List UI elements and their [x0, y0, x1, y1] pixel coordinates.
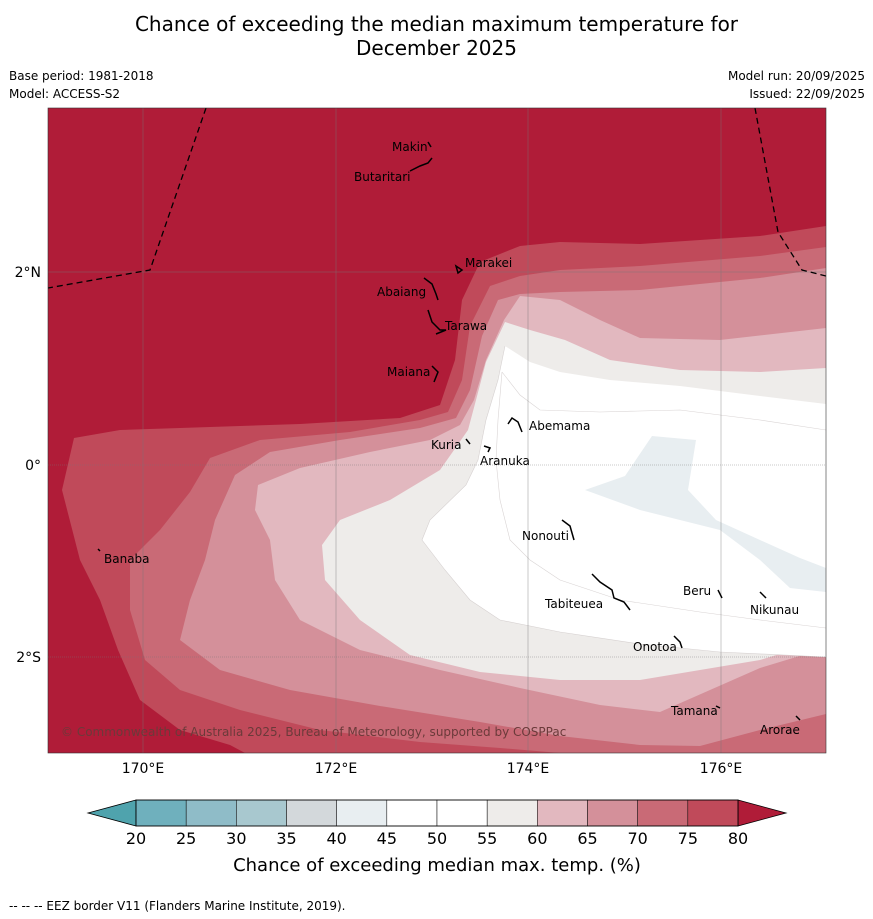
lat-tick-2n: 2°N	[15, 265, 41, 281]
place-onotoa: Onotoa	[633, 640, 677, 654]
island-tarawa	[427, 309, 447, 335]
colorbar-segment	[537, 799, 588, 827]
colorbar-segment	[486, 799, 538, 827]
island-banaba	[97, 548, 101, 552]
place-nikunau: Nikunau	[750, 603, 799, 617]
place-maiana: Maiana	[387, 365, 430, 379]
colorbar-segment	[637, 799, 689, 827]
colorbar-tick-label: 65	[577, 829, 597, 848]
island-abemama	[507, 416, 523, 433]
colorbar-segment	[436, 799, 488, 827]
colorbar-segment	[286, 799, 337, 827]
island-makin	[427, 141, 432, 148]
island-aranuka	[483, 445, 492, 453]
colorbar-under-arrow	[86, 799, 137, 827]
map-title: Chance of exceeding the median maximum t…	[0, 12, 873, 60]
island-onotoa	[673, 635, 683, 649]
lon-tick-174e: 174°E	[507, 761, 550, 777]
island-butaritari	[409, 157, 433, 172]
band-40-45	[585, 436, 826, 592]
colorbar-segment	[587, 799, 638, 827]
island-beru	[717, 589, 723, 599]
island-nonouti	[561, 519, 575, 541]
base-period: Base period: 1981-2018	[9, 69, 154, 83]
colorbar-tick-label: 50	[427, 829, 447, 848]
lat-tick-0: 0°	[25, 458, 41, 474]
island-tamana	[715, 705, 721, 709]
place-nonouti: Nonouti	[522, 529, 569, 543]
lon-tick-170e: 170°E	[122, 761, 165, 777]
colorbar-segment	[236, 799, 287, 827]
island-arorae	[795, 715, 801, 721]
colorbar-segment	[386, 799, 438, 827]
colorbar-segment	[687, 799, 739, 827]
colorbar-tick-label: 35	[276, 829, 296, 848]
issued-date: Issued: 22/09/2025	[749, 87, 865, 101]
colorbar-tick-label: 55	[477, 829, 497, 848]
place-butaritari: Butaritari	[354, 170, 411, 184]
colorbar-tick-label: 30	[226, 829, 246, 848]
colorbar-frame	[135, 799, 739, 827]
copyright-notice: © Commonwealth of Australia 2025, Bureau…	[61, 725, 566, 739]
place-kuria: Kuria	[431, 438, 462, 452]
island-abaiang	[423, 277, 439, 301]
title-line-1: Chance of exceeding the median maximum t…	[134, 12, 739, 36]
lon-tick-176e: 176°E	[700, 761, 743, 777]
colorbar-over-arrow	[737, 799, 788, 827]
colorbar-segment	[336, 799, 388, 827]
eez-border	[48, 108, 826, 289]
colorbar: 20 25 30 35 40 45 50 55 60 65 70 75 80 Chance of exc…	[86, 799, 788, 876]
island-tabiteuea	[591, 573, 631, 611]
colorbar-tick-label: 80	[728, 829, 748, 848]
islands	[97, 141, 801, 721]
island-nikunau	[759, 591, 767, 599]
island-maiana	[431, 365, 439, 383]
colorbar-tick-label: 70	[627, 829, 647, 848]
map-frame	[47, 107, 827, 754]
place-arorae: Arorae	[760, 723, 800, 737]
meta-right: Model run: 20/09/2025 Issued: 22/09/2025	[728, 67, 865, 103]
place-tarawa: Tarawa	[444, 319, 487, 333]
lon-tick-172e: 172°E	[315, 761, 358, 777]
place-abemama: Abemama	[529, 419, 590, 433]
model-run: Model run: 20/09/2025	[727, 69, 865, 83]
lon-axis: 170°E 172°E 174°E 176°E	[122, 761, 743, 777]
colorbar-tick-label: 75	[678, 829, 698, 848]
meta-left: Base period: 1981-2018 Model: ACCESS-S2	[9, 67, 154, 103]
lat-tick-2s: 2°S	[16, 650, 41, 666]
colorbar-tick-label: 45	[377, 829, 397, 848]
colorbar-segment	[185, 799, 237, 827]
place-abaiang: Abaiang	[377, 285, 426, 299]
place-tamana: Tamana	[670, 704, 718, 718]
place-beru: Beru	[683, 584, 711, 598]
title-line-2: December 2025	[356, 36, 517, 60]
lat-axis: 2°N 0° 2°S	[15, 265, 42, 666]
eez-source-note: -- -- -- EEZ border V11 (Flanders Marine…	[9, 899, 346, 913]
colorbar-label: Chance of exceeding median max. temp. (%…	[233, 855, 641, 876]
place-tabiteuea: Tabiteuea	[544, 597, 603, 611]
colorbar-tick-label: 40	[326, 829, 346, 848]
model-name: Model: ACCESS-S2	[9, 87, 121, 101]
colorbar-segment	[135, 799, 187, 827]
island-marakei	[454, 264, 464, 275]
place-aranuka: Aranuka	[480, 454, 530, 468]
place-makin: Makin	[392, 140, 428, 154]
island-kuria	[465, 438, 471, 445]
place-banaba: Banaba	[104, 552, 150, 566]
place-marakei: Marakei	[465, 256, 512, 270]
colorbar-tick-label: 20	[126, 829, 146, 848]
colorbar-tick-label: 25	[176, 829, 196, 848]
colorbar-tick-label: 60	[527, 829, 547, 848]
probability-field: Makin Butaritari Marakei Abaiang Tarawa …	[48, 108, 826, 753]
